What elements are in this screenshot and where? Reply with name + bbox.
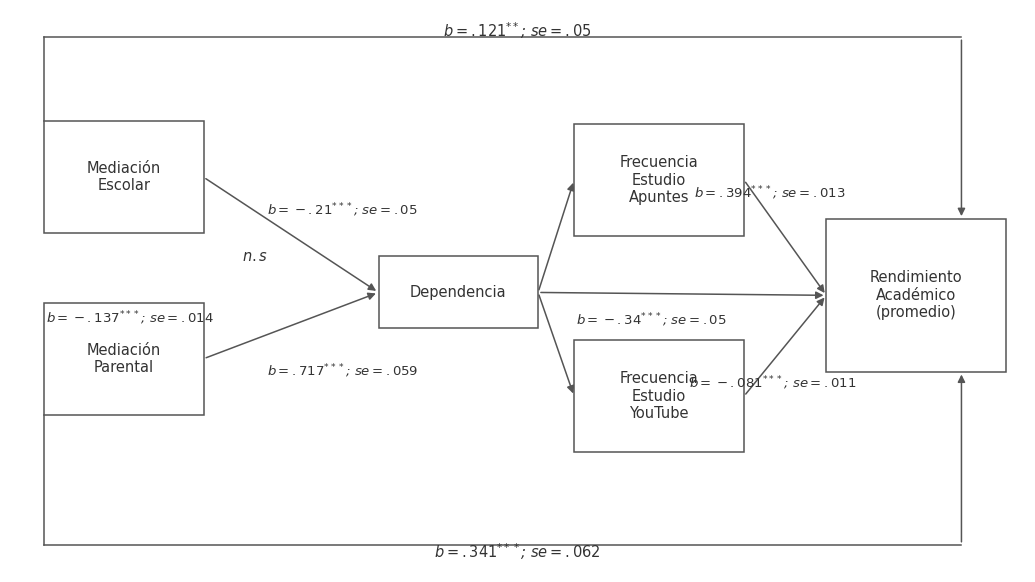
Text: $b = .394^{***}$; $se = .013$: $b = .394^{***}$; $se = .013$	[694, 184, 846, 202]
FancyBboxPatch shape	[574, 340, 744, 452]
Text: Frecuencia
Estudio
YouTube: Frecuencia Estudio YouTube	[620, 371, 699, 421]
FancyBboxPatch shape	[43, 121, 204, 233]
Text: $b = .717^{***}$; $se=.059$: $b = .717^{***}$; $se=.059$	[267, 363, 418, 381]
Text: $b = -.34^{***}$; $se=.05$: $b = -.34^{***}$; $se=.05$	[575, 311, 727, 329]
Text: $n.s$: $n.s$	[242, 249, 268, 264]
Text: Mediación
Parental: Mediación Parental	[87, 343, 160, 375]
Text: Mediación
Escolar: Mediación Escolar	[87, 161, 160, 193]
Text: $b = .121^{**}$; $se = .05$: $b = .121^{**}$; $se = .05$	[443, 20, 592, 41]
Text: Dependencia: Dependencia	[410, 285, 506, 300]
Text: $b = -.137^{***}$; $se=.014$: $b = -.137^{***}$; $se=.014$	[46, 310, 214, 328]
Text: Rendimiento
Académico
(promedio): Rendimiento Académico (promedio)	[870, 271, 963, 320]
FancyBboxPatch shape	[379, 257, 538, 328]
Text: $b = -.081^{***}$; $se = .011$: $b = -.081^{***}$; $se = .011$	[689, 374, 857, 392]
FancyBboxPatch shape	[43, 303, 204, 415]
Text: $b = -.21^{***}$; $se=.05$: $b = -.21^{***}$; $se=.05$	[267, 201, 418, 219]
FancyBboxPatch shape	[574, 124, 744, 236]
Text: $b = .341^{***}$; $se = .062$: $b = .341^{***}$; $se = .062$	[434, 541, 601, 562]
Text: Frecuencia
Estudio
Apuntes: Frecuencia Estudio Apuntes	[620, 155, 699, 205]
FancyBboxPatch shape	[826, 219, 1006, 372]
